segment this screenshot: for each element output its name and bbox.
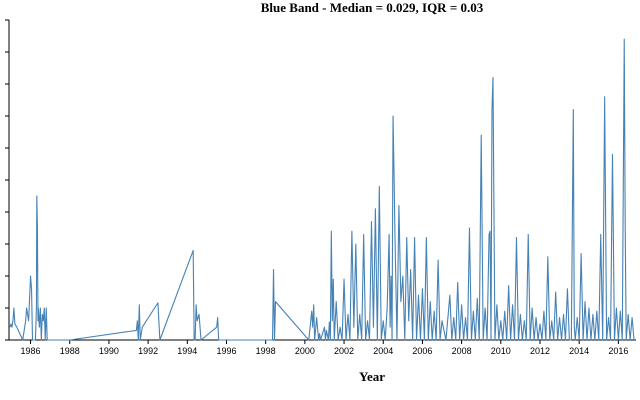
x-tick-label-6: 1998	[256, 346, 276, 356]
x-tick-label-3: 1992	[138, 346, 158, 356]
x-tick-label-7: 2000	[295, 346, 315, 356]
x-tick-label-8: 2002	[334, 346, 354, 356]
x-axis-label: Year	[359, 369, 385, 384]
x-ticks: 1986 1988 1990 1992 1994 1996 1998 2000 2002 2004…	[21, 340, 628, 356]
x-tick-label-11: 2008	[452, 346, 472, 356]
x-tick-label-4: 1994	[177, 346, 197, 356]
x-tick-label-5: 1996	[216, 346, 236, 356]
chart-title: Blue Band - Median = 0.029, IQR = 0.03	[261, 0, 484, 15]
x-tick-label-2: 1990	[99, 346, 119, 356]
x-tick-label-1: 1988	[60, 346, 80, 356]
series-layer	[9, 38, 635, 341]
x-tick-label-12: 2010	[491, 346, 511, 356]
x-tick-label-15: 2016	[608, 346, 628, 356]
x-tick-label-0: 1986	[21, 346, 41, 356]
x-tick-label-13: 2012	[530, 346, 550, 356]
x-tick-label-10: 2006	[412, 346, 432, 356]
x-tick-label-9: 2004	[373, 346, 393, 356]
x-tick-label-14: 2014	[569, 346, 589, 356]
y-ticks	[5, 19, 9, 341]
series-line-0	[9, 38, 635, 341]
